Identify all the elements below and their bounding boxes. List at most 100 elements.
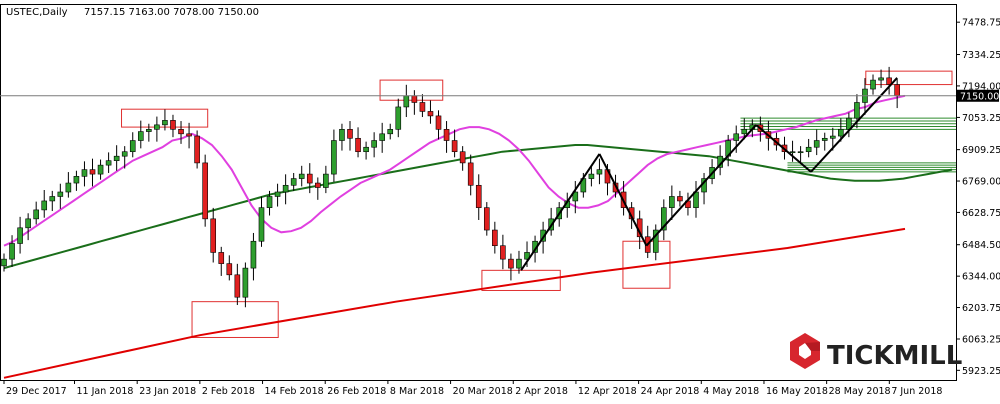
highlight-box: [379, 79, 444, 101]
candle-body: [443, 129, 450, 141]
y-tick-label: 6909.25: [962, 145, 1000, 156]
candle-body: [339, 129, 345, 141]
highlight-box: [191, 301, 279, 338]
candle-body: [669, 196, 675, 208]
trend-line: [520, 153, 601, 271]
candle-body: [516, 258, 522, 269]
candle-body: [371, 140, 377, 148]
x-tick-label: 4 May 2018: [703, 386, 759, 397]
candle-body: [57, 191, 64, 197]
candle-body: [805, 146, 812, 153]
x-tick-label: 8 Mar 2018: [390, 386, 444, 397]
x-tick-label: 14 Feb 2018: [265, 386, 324, 397]
candle-body: [81, 169, 88, 177]
candle-body: [797, 151, 804, 154]
x-tick-label: 20 Mar 2018: [453, 386, 513, 397]
trend-line: [810, 77, 898, 173]
candle-body: [162, 120, 168, 126]
candle-body: [202, 162, 208, 220]
candle-body: [250, 240, 257, 269]
x-tick-label: 24 Apr 2018: [641, 386, 700, 397]
candle-body: [387, 129, 394, 135]
y-tick-label: 6769.00: [962, 177, 1000, 188]
candle-body: [282, 184, 289, 193]
candle-body: [821, 137, 828, 141]
candle-body: [33, 209, 39, 220]
candle-body: [411, 95, 418, 103]
logo-text: TICKMILL: [827, 341, 962, 371]
candle-body: [178, 129, 184, 135]
candle-body: [596, 169, 603, 175]
candle-body: [1, 258, 7, 267]
trend-line: [598, 153, 648, 247]
tickmill-logo: TICKMILL: [790, 333, 962, 371]
candle-body: [331, 140, 337, 175]
candle-body: [41, 200, 48, 211]
candle-body: [154, 124, 160, 130]
candle-body: [789, 151, 796, 154]
candle-body: [266, 196, 273, 208]
x-tick-label: 28 May 2018: [829, 386, 891, 397]
y-tick-label: 6344.00: [962, 272, 1000, 283]
candle-body: [323, 173, 329, 188]
candle-body: [73, 176, 80, 184]
candle-body: [403, 95, 410, 108]
candle-body: [97, 164, 104, 175]
candle-body: [210, 218, 217, 253]
y-tick-label: 7194.00: [962, 81, 1000, 92]
candle-body: [170, 120, 176, 130]
x-tick-label: 2 Apr 2018: [515, 386, 568, 397]
price-tag: [957, 89, 999, 102]
candle-body: [838, 129, 844, 137]
candle-body: [347, 129, 353, 139]
candle-body: [17, 227, 23, 244]
y-tick-label: 7334.25: [962, 50, 1000, 61]
ma-long-line: [3, 227, 906, 379]
candle-body: [492, 229, 498, 247]
candle-body: [475, 184, 482, 208]
candle-body: [878, 77, 884, 81]
candle-body: [419, 102, 426, 112]
candle-body: [588, 173, 595, 179]
y-tick-label: 7053.25: [962, 113, 1000, 124]
candle-body: [435, 115, 442, 130]
candle-body: [427, 111, 434, 117]
x-tick-label: 26 Feb 2018: [327, 386, 386, 397]
ma-mid-line: [3, 144, 953, 270]
candle-body: [870, 79, 876, 90]
candle-body: [234, 274, 241, 298]
candle-body: [137, 131, 144, 141]
candle-body: [661, 207, 667, 231]
x-tick-label: 16 May 2018: [766, 386, 828, 397]
candle-body: [129, 140, 136, 153]
candle-body: [459, 151, 466, 164]
y-tick-label: 6063.25: [962, 334, 1000, 345]
x-tick-label: 12 Apr 2018: [578, 386, 637, 397]
candle-body: [242, 267, 249, 298]
candle-body: [451, 140, 458, 153]
x-tick-label: 2 Feb 2018: [202, 386, 255, 397]
x-tick-label: 7 Jun 2018: [891, 386, 942, 397]
candle-body: [274, 191, 281, 197]
candle-body: [572, 191, 579, 202]
candle-body: [9, 243, 15, 260]
candle-body: [315, 182, 321, 188]
y-tick-label: 7478.75: [962, 18, 1000, 29]
candle-body: [483, 207, 490, 231]
candle-body: [508, 258, 514, 269]
candle-body: [146, 129, 152, 132]
candle-body: [813, 140, 820, 148]
candle-body: [113, 155, 120, 161]
candle-body: [363, 146, 369, 153]
candle-body: [395, 106, 402, 130]
candle-body: [355, 137, 361, 153]
ohlc-readout: 7157.15 7163.00 7078.00 7150.00: [84, 7, 259, 18]
x-tick-label: 23 Jan 2018: [139, 386, 196, 397]
x-tick-label: 11 Jan 2018: [77, 386, 134, 397]
price-tag-label: 7150.00: [960, 91, 999, 102]
candle-body: [218, 252, 225, 264]
candle-body: [290, 178, 297, 186]
candle-body: [741, 129, 748, 135]
candle-body: [829, 135, 836, 139]
candle-body: [379, 133, 385, 141]
